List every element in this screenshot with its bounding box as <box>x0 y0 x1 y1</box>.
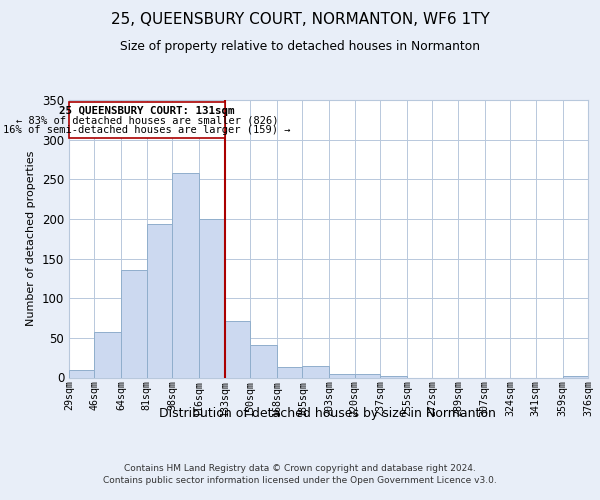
Bar <box>380 376 407 378</box>
Bar <box>224 321 250 378</box>
Bar <box>199 219 224 378</box>
Bar <box>302 366 329 378</box>
Text: Contains public sector information licensed under the Open Government Licence v3: Contains public sector information licen… <box>103 476 497 485</box>
Bar <box>277 367 302 378</box>
Bar <box>250 345 277 378</box>
Bar <box>94 332 121 378</box>
Text: Contains HM Land Registry data © Crown copyright and database right 2024.: Contains HM Land Registry data © Crown c… <box>124 464 476 473</box>
Bar <box>329 374 355 378</box>
Text: 16% of semi-detached houses are larger (159) →: 16% of semi-detached houses are larger (… <box>3 126 290 136</box>
Bar <box>121 270 147 378</box>
Bar <box>355 374 380 378</box>
Bar <box>563 376 588 378</box>
Bar <box>69 370 94 378</box>
Bar <box>172 173 199 378</box>
FancyBboxPatch shape <box>69 102 224 138</box>
Text: Distribution of detached houses by size in Normanton: Distribution of detached houses by size … <box>158 408 496 420</box>
Text: Size of property relative to detached houses in Normanton: Size of property relative to detached ho… <box>120 40 480 53</box>
Text: 25 QUEENSBURY COURT: 131sqm: 25 QUEENSBURY COURT: 131sqm <box>59 106 235 116</box>
Text: 25, QUEENSBURY COURT, NORMANTON, WF6 1TY: 25, QUEENSBURY COURT, NORMANTON, WF6 1TY <box>110 12 490 28</box>
Text: ← 83% of detached houses are smaller (826): ← 83% of detached houses are smaller (82… <box>16 116 278 126</box>
Bar <box>147 224 172 378</box>
Y-axis label: Number of detached properties: Number of detached properties <box>26 151 37 326</box>
